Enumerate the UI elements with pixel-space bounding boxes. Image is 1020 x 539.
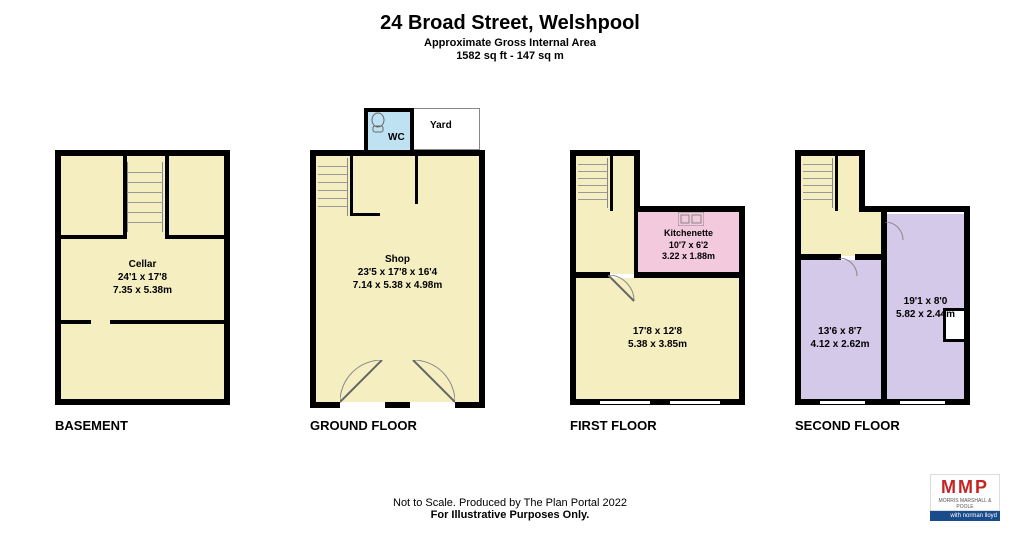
company-logo: MMP MORRIS MARSHALL & POOLE with norman … [930, 474, 1000, 521]
first-floor: Kitchenette 10'7 x 6'2 3.22 x 1.88m 17'8… [570, 150, 745, 405]
door-icon [340, 360, 385, 405]
logo-main: MMP [941, 477, 989, 497]
basement-floor: Cellar 24'1 x 17'8 7.35 x 5.38m BASEMENT [55, 150, 230, 405]
kitchenette-label: Kitchenette 10'7 x 6'2 3.22 x 1.88m [638, 228, 739, 263]
second-label: SECOND FLOOR [795, 418, 900, 433]
logo-tag: with norman lloyd [930, 511, 1000, 521]
sink-icon [678, 212, 704, 226]
door-icon [410, 360, 455, 405]
ground-label: GROUND FLOOR [310, 418, 417, 433]
property-title: 24 Broad Street, Welshpool [0, 12, 1020, 35]
wc-label: WC [388, 132, 405, 143]
cellar-label: Cellar 24'1 x 17'8 7.35 x 5.38m [55, 258, 230, 297]
stairs-icon [127, 162, 163, 232]
area-value: 1582 sq ft - 147 sq m [0, 50, 1020, 62]
footer: Not to Scale. Produced by The Plan Porta… [0, 497, 1020, 521]
first-label: FIRST FLOOR [570, 418, 657, 433]
door-icon [839, 258, 859, 278]
shop-label: Shop 23'5 x 17'8 x 16'4 7.14 x 5.38 x 4.… [310, 253, 485, 292]
stairs-icon [318, 158, 348, 216]
stairs-icon [803, 158, 833, 208]
area-subtitle: Approximate Gross Internal Area [0, 37, 1020, 49]
stairs-icon [578, 158, 608, 208]
door-icon [885, 222, 905, 244]
floor-plans: Cellar 24'1 x 17'8 7.35 x 5.38m BASEMENT… [0, 100, 1020, 460]
first-lower-label: 17'8 x 12'8 5.38 x 3.85m [570, 325, 745, 351]
second-right-label: 19'1 x 8'0 5.82 x 2.44m [887, 295, 964, 321]
door-icon [608, 275, 636, 303]
ground-floor: Yard WC [310, 108, 485, 408]
logo-sub: MORRIS MARSHALL & POOLE [931, 498, 999, 510]
footer-line2: For Illustrative Purposes Only. [0, 509, 1020, 521]
basement-label: BASEMENT [55, 418, 128, 433]
footer-line1: Not to Scale. Produced by The Plan Porta… [0, 497, 1020, 509]
toilet-icon [370, 112, 386, 134]
second-floor: 13'6 x 8'7 4.12 x 2.62m 19'1 x 8'0 5.82 … [795, 150, 970, 405]
yard-label: Yard [430, 120, 452, 131]
header: 24 Broad Street, Welshpool Approximate G… [0, 0, 1020, 62]
second-left-label: 13'6 x 8'7 4.12 x 2.62m [795, 325, 885, 351]
